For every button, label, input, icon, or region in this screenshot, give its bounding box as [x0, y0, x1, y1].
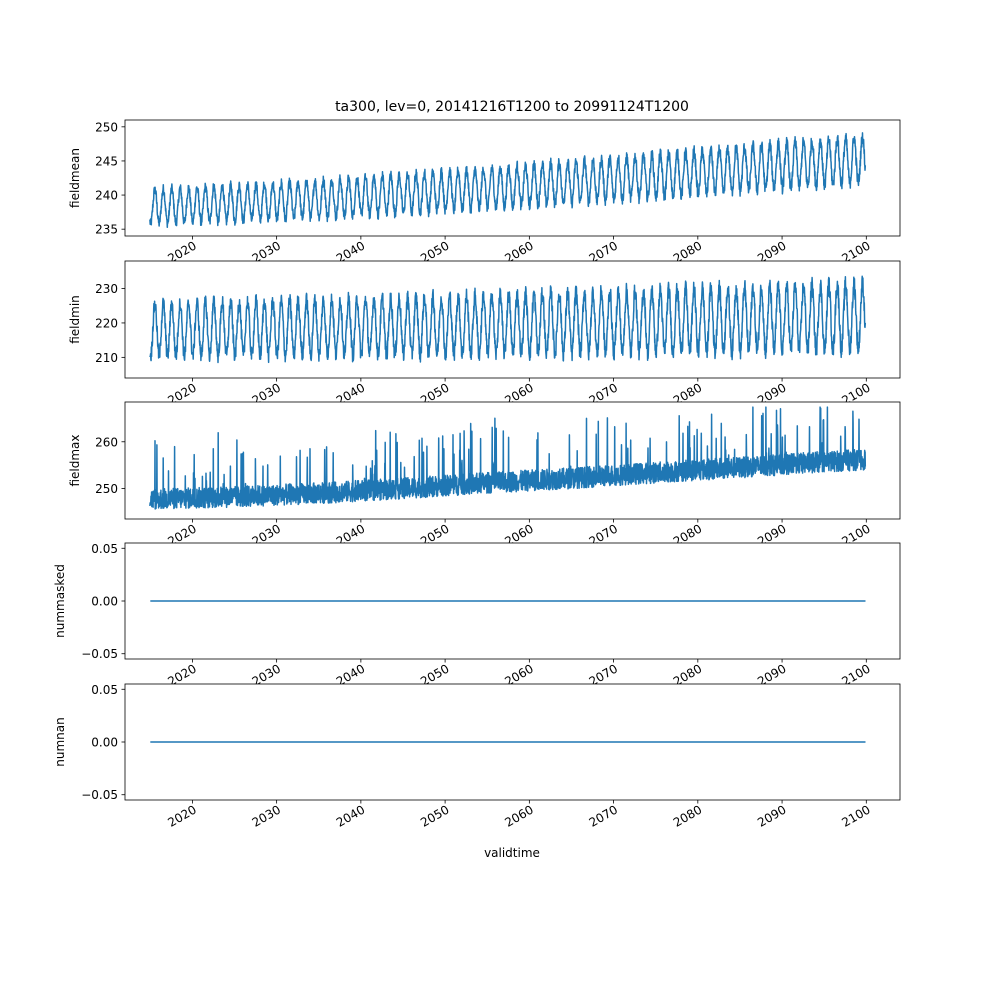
- y-tick-label: 250: [95, 482, 118, 496]
- y-tick-label: 0.00: [91, 736, 118, 750]
- x-axis-label: validtime: [484, 846, 540, 860]
- y-tick-label: 230: [95, 282, 118, 296]
- axes-frame-fieldmax: [124, 401, 901, 520]
- y-tick-label: 0.05: [91, 542, 118, 556]
- y-axis-label-fieldmin: fieldmin: [68, 295, 82, 344]
- subplot-numnan: 0.05 0.00 −0.05 2020 2030 2040 2050 2060 2070 208…: [53, 683, 901, 830]
- y-tick-label: 220: [95, 316, 118, 330]
- series-line-fieldmax: [149, 406, 867, 510]
- x-tick-label: 2070: [587, 802, 620, 829]
- x-tick-label: 2080: [671, 802, 704, 829]
- x-tick-label: 2050: [418, 802, 451, 829]
- axes-frame-fieldmin: [124, 260, 901, 379]
- y-tick-label: 240: [95, 189, 118, 203]
- x-tick-label: 2040: [334, 802, 367, 829]
- y-axis-label-fieldmean: fieldmean: [68, 148, 82, 208]
- y-tick-label: 250: [95, 120, 118, 134]
- y-tick-label: 210: [95, 351, 118, 365]
- series-line-fieldmin: [149, 275, 867, 364]
- y-tick-label: 235: [95, 223, 118, 237]
- x-tick-label: 2100: [839, 802, 872, 829]
- subplots: 235 240 245 250 2020 2030 2040 2050 2060 2070 2080…: [53, 119, 901, 830]
- x-tick-label: 2020: [165, 802, 198, 829]
- y-tick-label: −0.05: [81, 647, 118, 661]
- y-tick-label: 260: [95, 435, 118, 449]
- x-tick-label: 2090: [755, 802, 788, 829]
- y-tick-label: 0.00: [91, 595, 118, 609]
- y-axis-label-numnan: numnan: [53, 717, 67, 766]
- y-tick-label: 0.05: [91, 683, 118, 697]
- series-line-fieldmean: [149, 132, 867, 229]
- axes-frame-fieldmean: [124, 119, 901, 237]
- x-tick-label: 2060: [502, 802, 535, 829]
- y-tick-label: −0.05: [81, 788, 118, 802]
- y-tick-label: 245: [95, 154, 118, 168]
- x-tick-label: 2030: [250, 802, 283, 829]
- y-axis-label-fieldmax: fieldmax: [68, 434, 82, 486]
- chart-title: ta300, lev=0, 20141216T1200 to 20991124T…: [335, 99, 689, 115]
- y-axis-label-nummasked: nummasked: [53, 564, 67, 638]
